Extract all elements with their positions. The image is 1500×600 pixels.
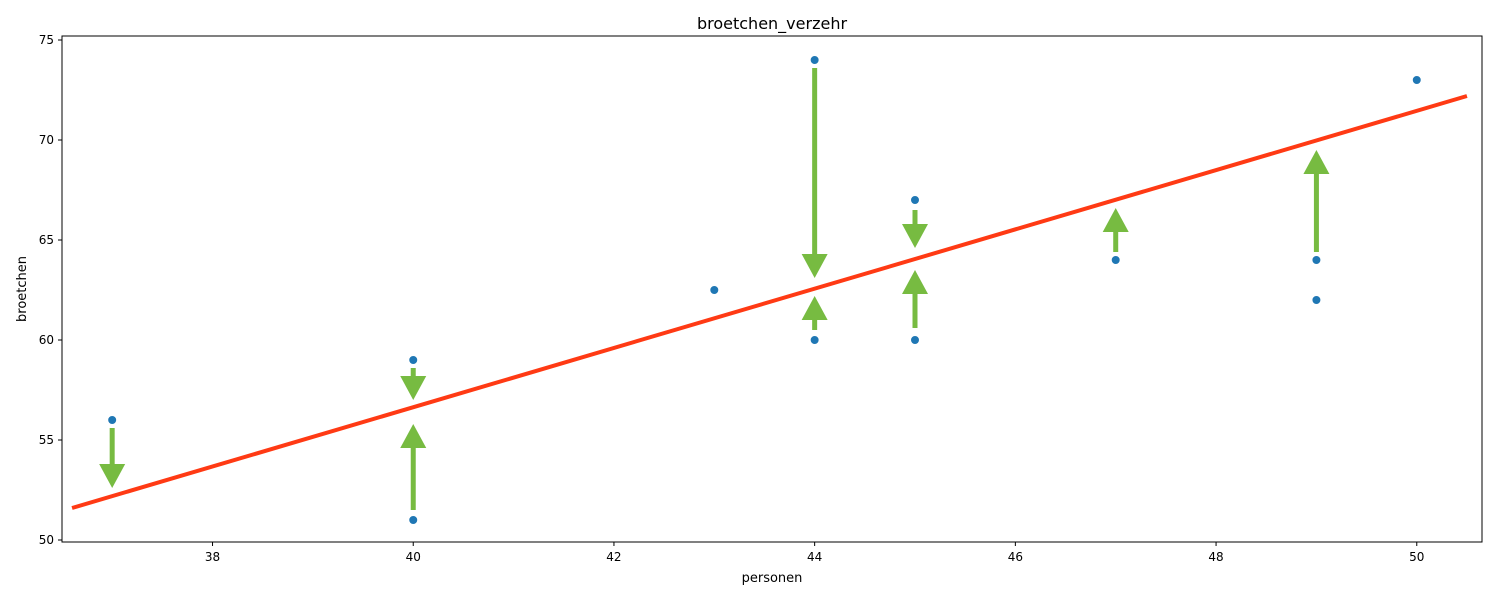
residual-arrow bbox=[400, 424, 427, 510]
plot-area bbox=[71, 55, 1468, 525]
chart-title: broetchen_verzehr bbox=[697, 14, 847, 34]
data-point bbox=[1411, 75, 1422, 85]
data-point bbox=[1110, 255, 1121, 265]
y-axis-label: broetchen bbox=[15, 256, 30, 322]
data-point bbox=[107, 415, 118, 425]
x-tick-label: 38 bbox=[205, 550, 220, 564]
data-point bbox=[809, 55, 820, 65]
residual-arrow-head bbox=[1102, 208, 1129, 232]
x-tick-label: 48 bbox=[1208, 550, 1223, 564]
data-point bbox=[709, 285, 720, 295]
y-tick-label: 70 bbox=[39, 133, 54, 147]
x-tick-label: 40 bbox=[406, 550, 421, 564]
residual-arrow-head bbox=[902, 224, 929, 248]
data-point bbox=[1311, 255, 1322, 265]
residual-arrow-head bbox=[400, 424, 427, 448]
y-tick-label: 65 bbox=[39, 233, 54, 247]
regression-line bbox=[71, 94, 1468, 510]
residual-arrow bbox=[1303, 150, 1330, 252]
x-tick-label: 42 bbox=[606, 550, 621, 564]
y-tick-label: 50 bbox=[39, 533, 54, 547]
residual-arrow bbox=[801, 296, 828, 330]
residual-arrow bbox=[99, 428, 126, 488]
x-tick-label: 50 bbox=[1409, 550, 1424, 564]
residual-arrow bbox=[902, 210, 929, 248]
x-axis: 38 40 42 44 46 48 50 bbox=[205, 542, 1424, 564]
residual-arrow-head bbox=[99, 464, 126, 488]
residual-arrow-head bbox=[400, 376, 427, 400]
x-axis-label: personen bbox=[742, 571, 803, 586]
x-tick-label: 46 bbox=[1008, 550, 1023, 564]
residual-arrow bbox=[1102, 208, 1129, 252]
data-point bbox=[910, 335, 921, 345]
residual-arrow-head bbox=[1303, 150, 1330, 174]
residual-arrow bbox=[801, 68, 828, 278]
residual-arrow bbox=[902, 270, 929, 328]
plot-frame bbox=[61, 35, 1483, 543]
data-point bbox=[408, 515, 419, 525]
y-tick-label: 60 bbox=[39, 333, 54, 347]
data-point bbox=[809, 335, 820, 345]
residual-arrow-head bbox=[801, 296, 828, 320]
residual-arrow-head bbox=[902, 270, 929, 294]
residual-arrow bbox=[400, 368, 427, 400]
x-tick-label: 44 bbox=[807, 550, 822, 564]
residual-arrow-head bbox=[801, 254, 828, 278]
y-tick-label: 75 bbox=[39, 33, 54, 47]
data-point bbox=[408, 355, 419, 365]
y-tick-label: 55 bbox=[39, 433, 54, 447]
data-point bbox=[910, 195, 921, 205]
y-axis: 50 55 60 65 70 75 bbox=[39, 33, 62, 547]
data-point bbox=[1311, 295, 1322, 305]
